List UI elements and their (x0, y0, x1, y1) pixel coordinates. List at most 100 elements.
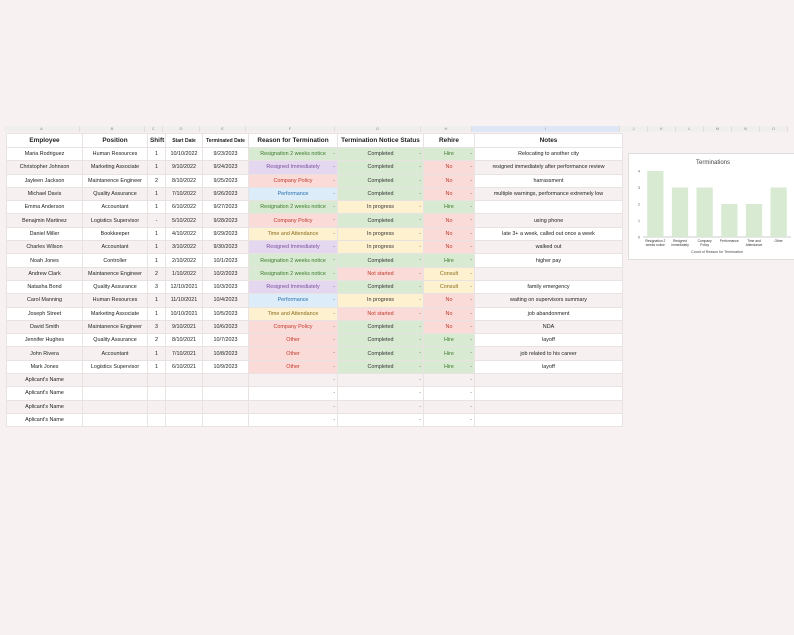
dropdown-dash[interactable]: - (419, 310, 421, 317)
terminated-date-cell[interactable]: 9/29/2023 (202, 226, 249, 242)
notes-cell[interactable] (474, 373, 623, 388)
start-date-cell[interactable]: 6/10/2022 (165, 200, 203, 215)
rehire-dropdown[interactable]: No - (423, 213, 475, 228)
dropdown-dash[interactable]: - (470, 337, 472, 344)
reason-dropdown[interactable]: Resignation 2 weeks notice - (248, 200, 338, 215)
notice-status-dropdown[interactable]: Completed - (337, 186, 424, 202)
rehire-dropdown[interactable]: Consult - (423, 266, 475, 281)
dropdown-dash[interactable]: - (333, 297, 335, 304)
column-letter[interactable]: L (676, 126, 704, 132)
shift-cell[interactable] (147, 412, 166, 428)
dropdown-dash[interactable]: - (333, 217, 335, 224)
shift-cell[interactable]: 3 (147, 319, 166, 335)
rehire-dropdown[interactable]: No - (423, 240, 475, 255)
shift-cell[interactable]: 1 (147, 240, 166, 255)
dropdown-dash[interactable]: - (470, 177, 472, 184)
position-cell[interactable]: Quality Assurance (82, 333, 148, 348)
notes-cell[interactable]: layoff (474, 359, 623, 375)
dropdown-dash[interactable]: - (419, 416, 421, 423)
shift-cell[interactable]: 1 (147, 226, 166, 242)
rehire-dropdown[interactable]: - (423, 386, 475, 401)
dropdown-dash[interactable]: - (470, 164, 472, 171)
shift-cell[interactable] (147, 386, 166, 401)
notes-cell[interactable]: job abandonment (474, 306, 623, 321)
notes-cell[interactable]: job related to his career (474, 346, 623, 361)
shift-cell[interactable]: 1 (147, 306, 166, 321)
dropdown-dash[interactable]: - (333, 377, 335, 384)
column-letter[interactable]: E (200, 126, 246, 132)
dropdown-dash[interactable]: - (419, 177, 421, 184)
dropdown-dash[interactable]: - (470, 363, 472, 370)
notes-cell[interactable]: walked out (474, 240, 623, 255)
reason-dropdown[interactable]: Performance - (248, 293, 338, 308)
dropdown-dash[interactable]: - (470, 217, 472, 224)
rehire-dropdown[interactable]: Hire - (423, 146, 475, 162)
notice-status-dropdown[interactable]: - (337, 399, 424, 414)
notice-status-dropdown[interactable]: Completed - (337, 346, 424, 361)
reason-dropdown[interactable]: Company Policy - (248, 173, 338, 188)
employee-cell[interactable]: Jayleen Jackson (6, 173, 83, 188)
notice-status-dropdown[interactable]: Completed - (337, 146, 424, 162)
notes-cell[interactable] (474, 266, 623, 281)
rehire-dropdown[interactable]: No - (423, 293, 475, 308)
employee-cell[interactable]: Charles Wilson (6, 240, 83, 255)
terminated-date-cell[interactable]: 9/26/2023 (202, 186, 249, 202)
start-date-cell[interactable] (165, 386, 203, 401)
dropdown-dash[interactable]: - (470, 270, 472, 277)
shift-cell[interactable] (147, 399, 166, 414)
start-date-cell[interactable]: 8/10/2022 (165, 173, 203, 188)
notes-cell[interactable] (474, 200, 623, 215)
rehire-dropdown[interactable]: No - (423, 319, 475, 335)
column-letter[interactable]: I (472, 126, 620, 132)
rehire-dropdown[interactable]: No - (423, 173, 475, 188)
employee-cell[interactable]: Aplicant's Name (6, 399, 83, 414)
column-letter[interactable]: B (80, 126, 145, 132)
header-notes[interactable]: Notes (474, 133, 623, 148)
position-cell[interactable]: Quality Assurance (82, 279, 148, 295)
rehire-dropdown[interactable]: No - (423, 306, 475, 321)
dropdown-dash[interactable]: - (470, 297, 472, 304)
position-cell[interactable]: Maintanence Engineer (82, 319, 148, 335)
dropdown-dash[interactable]: - (419, 164, 421, 171)
terminated-date-cell[interactable]: 10/5/2023 (202, 306, 249, 321)
terminated-date-cell[interactable]: 9/24/2023 (202, 160, 249, 175)
reason-dropdown[interactable]: Other - (248, 333, 338, 348)
position-cell[interactable]: Marketing Associate (82, 160, 148, 175)
dropdown-dash[interactable]: - (419, 323, 421, 330)
notice-status-dropdown[interactable]: - (337, 373, 424, 388)
notes-cell[interactable]: multiple warnings, performance extremely… (474, 186, 623, 202)
position-cell[interactable] (82, 399, 148, 414)
shift-cell[interactable]: 3 (147, 279, 166, 295)
dropdown-dash[interactable]: - (470, 151, 472, 157)
reason-dropdown[interactable]: - (248, 373, 338, 388)
rehire-dropdown[interactable]: No - (423, 186, 475, 202)
rehire-dropdown[interactable]: Hire - (423, 346, 475, 361)
employee-cell[interactable]: David Smith (6, 319, 83, 335)
start-date-cell[interactable]: 8/10/2021 (165, 333, 203, 348)
shift-cell[interactable]: 1 (147, 359, 166, 375)
employee-cell[interactable]: Joseph Street (6, 306, 83, 321)
dropdown-dash[interactable]: - (333, 190, 335, 197)
shift-cell[interactable]: 1 (147, 253, 166, 268)
shift-cell[interactable]: - (147, 213, 166, 228)
column-letter[interactable]: F (246, 126, 335, 132)
dropdown-dash[interactable]: - (333, 403, 335, 410)
header-rehire[interactable]: Rehire (423, 133, 475, 148)
notice-status-dropdown[interactable]: Not started - (337, 266, 424, 281)
start-date-cell[interactable]: 9/10/2021 (165, 319, 203, 335)
reason-dropdown[interactable]: Resigned Immediately - (248, 240, 338, 255)
notice-status-dropdown[interactable]: Not started - (337, 306, 424, 321)
dropdown-dash[interactable]: - (333, 270, 335, 277)
terminated-date-cell[interactable]: 10/8/2023 (202, 346, 249, 361)
employee-cell[interactable]: Carol Manning (6, 293, 83, 308)
dropdown-dash[interactable]: - (470, 283, 472, 290)
shift-cell[interactable]: 1 (147, 160, 166, 175)
notice-status-dropdown[interactable]: In progress - (337, 200, 424, 215)
employee-cell[interactable]: John Rivera (6, 346, 83, 361)
employee-cell[interactable]: Aplicant's Name (6, 386, 83, 401)
start-date-cell[interactable]: 7/10/2021 (165, 346, 203, 361)
notes-cell[interactable]: using phone (474, 213, 623, 228)
terminated-date-cell[interactable] (202, 399, 249, 414)
shift-cell[interactable]: 1 (147, 200, 166, 215)
notice-status-dropdown[interactable]: In progress - (337, 226, 424, 242)
